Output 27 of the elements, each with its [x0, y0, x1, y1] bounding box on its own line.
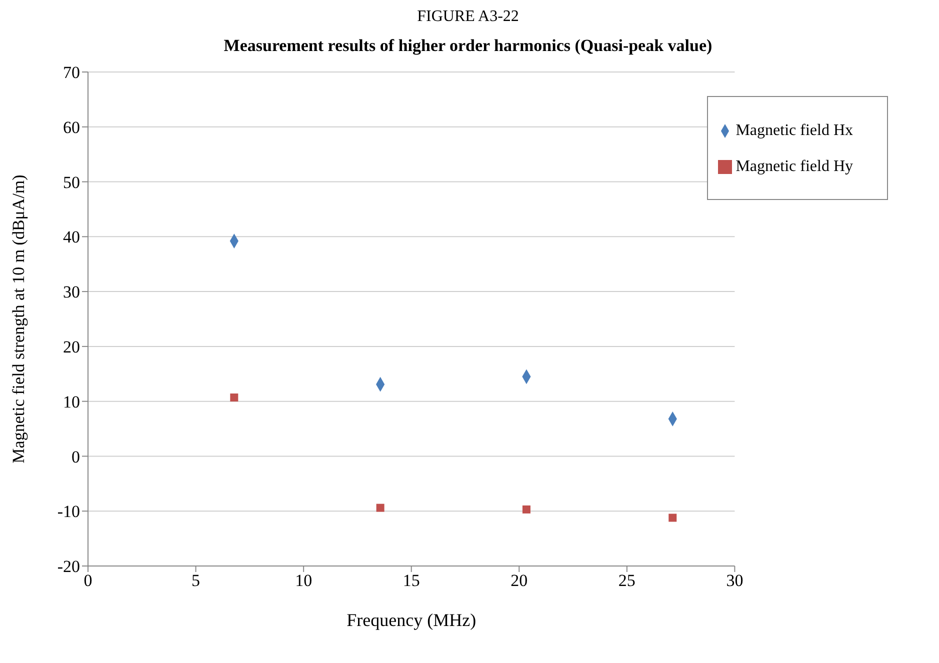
y-tick-label: 30 — [63, 282, 80, 302]
x-tick-label: 0 — [84, 571, 92, 590]
y-tick-label: -10 — [57, 502, 80, 522]
y-tick-label: 40 — [63, 228, 80, 247]
point — [522, 505, 530, 514]
x-tick-label: 5 — [192, 571, 200, 590]
x-tick-label: 15 — [402, 571, 420, 590]
chart-subtitle: Measurement results of higher order harmonics (Quasi-peak value) — [222, 36, 714, 56]
legend-label: Magnetic field Hx — [736, 122, 853, 139]
y-tick-label: 10 — [63, 392, 80, 412]
point — [376, 504, 384, 512]
legend-label: Magnetic field Hy — [736, 158, 853, 175]
x-tick-label: 10 — [295, 571, 312, 590]
y-tick-label: 0 — [72, 447, 80, 466]
y-tick-label: 50 — [63, 172, 80, 192]
y-tick-label: 70 — [63, 63, 80, 82]
y-axis-title: Magnetic field strength at 10 m (dBμA/m) — [9, 174, 28, 464]
y-tick-label: -20 — [57, 557, 80, 576]
point — [230, 393, 238, 402]
chart-title: FIGURE A3-22 — [416, 8, 520, 26]
y-tick-label: 20 — [63, 337, 80, 356]
x-tick-label: 20 — [510, 571, 528, 590]
x-axis-title: Frequency (MHz) — [346, 610, 476, 630]
x-tick-label: 25 — [618, 571, 636, 590]
y-tick-label: 60 — [63, 118, 80, 137]
point — [668, 514, 677, 522]
x-tick-label: 30 — [726, 571, 744, 590]
